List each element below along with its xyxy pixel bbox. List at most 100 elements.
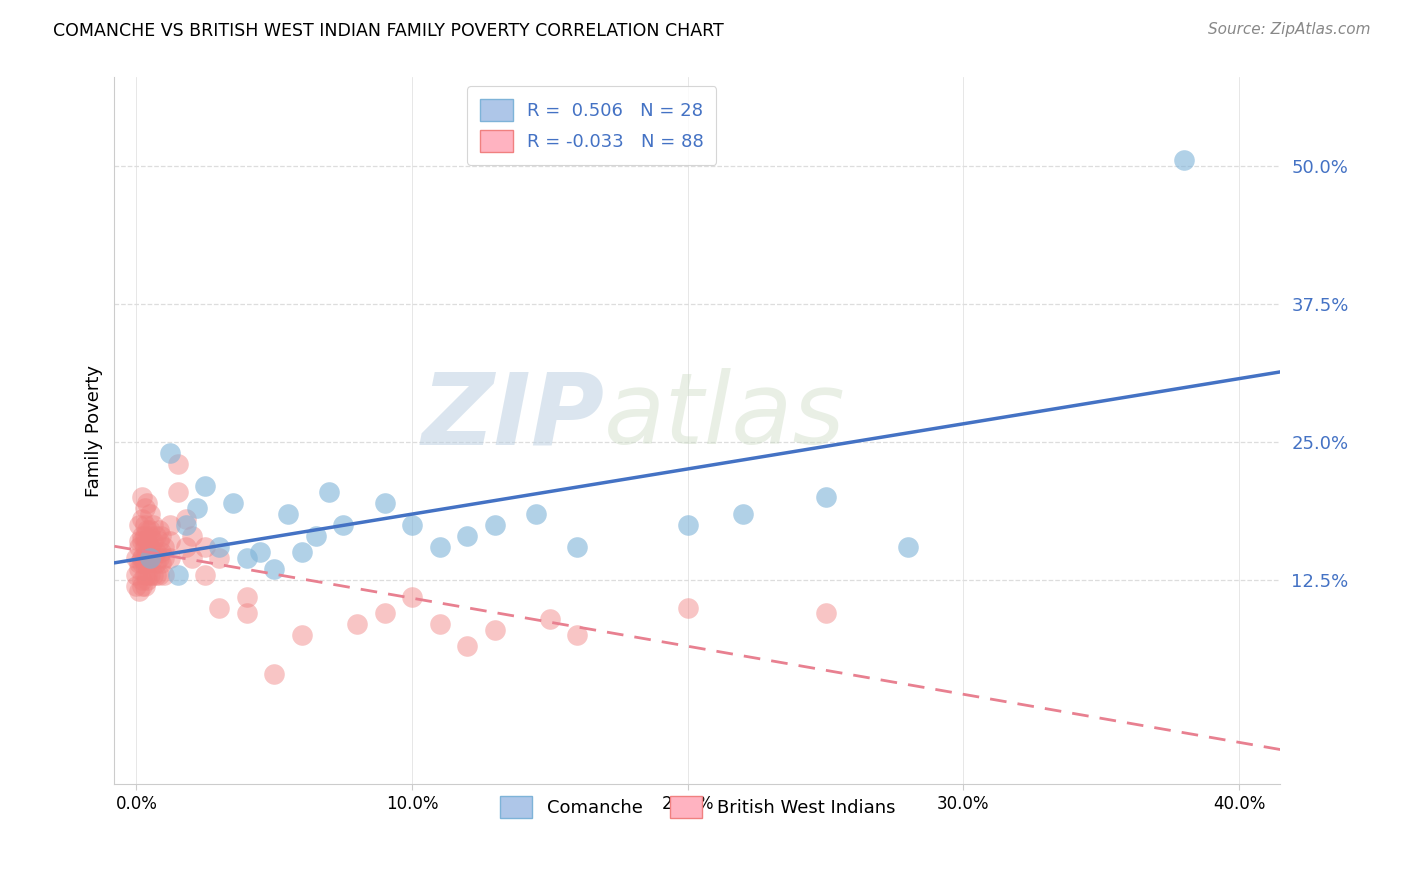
Point (134, 501, 156, 516)
Point (429, 540, 451, 554)
Point (332, 517, 354, 532)
Point (131, 534, 153, 549)
Point (136, 573, 159, 587)
Point (208, 551, 231, 566)
Point (142, 534, 165, 549)
Point (567, 540, 589, 554)
Point (145, 567, 167, 582)
Point (484, 517, 506, 532)
Point (142, 551, 165, 566)
Point (128, 517, 150, 532)
Text: atlas: atlas (605, 368, 846, 466)
Point (263, 562, 285, 576)
Point (814, 490, 837, 504)
Point (131, 578, 153, 592)
Point (139, 524, 162, 538)
Point (134, 551, 156, 566)
Point (401, 590, 423, 604)
Text: ZIP: ZIP (422, 368, 605, 466)
Point (180, 551, 202, 566)
Point (159, 517, 181, 532)
Point (131, 512, 153, 526)
Point (134, 578, 156, 592)
Point (134, 534, 156, 549)
Point (142, 545, 165, 559)
Point (235, 551, 257, 566)
Point (194, 479, 217, 493)
Point (131, 551, 153, 566)
Point (676, 517, 699, 532)
Point (131, 529, 153, 543)
Point (131, 490, 153, 504)
Point (136, 496, 159, 510)
Point (567, 628, 589, 642)
Point (373, 606, 395, 620)
Point (148, 534, 170, 549)
Point (249, 545, 271, 559)
Point (128, 540, 150, 554)
Text: Source: ZipAtlas.com: Source: ZipAtlas.com (1208, 22, 1371, 37)
Point (456, 529, 478, 543)
Point (134, 567, 156, 582)
Text: COMANCHE VS BRITISH WEST INDIAN FAMILY POVERTY CORRELATION CHART: COMANCHE VS BRITISH WEST INDIAN FAMILY P… (53, 22, 724, 40)
Point (148, 551, 170, 566)
Point (456, 640, 478, 654)
Point (153, 567, 176, 582)
Point (136, 551, 159, 566)
Point (139, 551, 162, 566)
Point (125, 551, 148, 566)
Point (125, 578, 148, 592)
Point (676, 600, 699, 615)
Point (291, 628, 314, 642)
Point (150, 529, 173, 543)
Point (1173, 153, 1195, 168)
Point (166, 457, 188, 471)
Point (897, 540, 920, 554)
Point (153, 540, 176, 554)
Point (145, 557, 167, 571)
Point (142, 517, 165, 532)
Point (128, 534, 150, 549)
Point (194, 540, 217, 554)
Point (125, 567, 148, 582)
Point (148, 567, 170, 582)
Point (373, 496, 395, 510)
Point (128, 562, 150, 576)
Point (401, 517, 423, 532)
Point (166, 567, 188, 582)
Point (538, 612, 561, 626)
Point (148, 524, 170, 538)
Point (153, 551, 176, 566)
Point (136, 545, 159, 559)
Point (291, 545, 314, 559)
Point (318, 484, 340, 499)
Point (731, 507, 754, 521)
Point (814, 606, 837, 620)
Point (150, 557, 173, 571)
Point (159, 534, 181, 549)
Point (208, 600, 231, 615)
Point (174, 540, 197, 554)
Point (134, 529, 156, 543)
Point (174, 512, 197, 526)
Point (159, 551, 181, 566)
Point (136, 534, 159, 549)
Point (166, 484, 188, 499)
Point (139, 507, 162, 521)
Point (484, 623, 506, 637)
Point (139, 540, 162, 554)
Point (180, 529, 202, 543)
Point (131, 573, 153, 587)
Point (145, 545, 167, 559)
Point (194, 567, 217, 582)
Point (235, 590, 257, 604)
Point (208, 540, 231, 554)
Point (139, 529, 162, 543)
Point (159, 446, 181, 460)
Point (429, 617, 451, 632)
Point (134, 557, 156, 571)
Legend: Comanche, British West Indians: Comanche, British West Indians (492, 789, 903, 825)
Point (134, 540, 156, 554)
Point (128, 557, 150, 571)
Point (346, 617, 368, 632)
